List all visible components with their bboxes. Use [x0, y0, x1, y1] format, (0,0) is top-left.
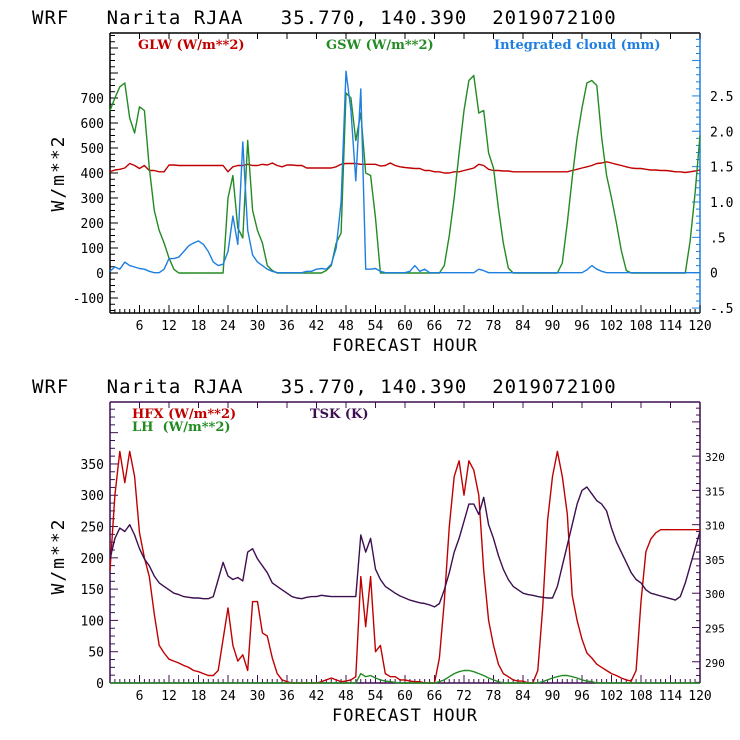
- legend-tsk: TSK (K): [310, 407, 369, 422]
- radiation-cloud-panel: WRF Narita RJAA 35.770, 140.390 20190721…: [32, 7, 733, 356]
- series-hfx-line: [109, 450, 700, 684]
- y-tick-label: 150: [81, 583, 104, 598]
- x-tick-label: 84: [515, 319, 531, 334]
- y-tick-label: 50: [88, 646, 104, 661]
- x-tick-label: 84: [515, 689, 531, 704]
- y-tick-label: 200: [81, 217, 104, 232]
- y2-tick-label: 300: [705, 588, 725, 601]
- x-tick-label: 60: [397, 689, 413, 704]
- x-tick-label: 78: [486, 689, 502, 704]
- series-tsk-line: [109, 486, 701, 608]
- y2-tick-label: 295: [705, 622, 725, 635]
- x-tick-label: 24: [220, 319, 236, 334]
- x-tick-label: 96: [574, 689, 590, 704]
- x-tick-label: 54: [368, 319, 384, 334]
- x-tick-label: 36: [279, 689, 295, 704]
- y-tick-label: 250: [81, 521, 104, 536]
- x-tick-label: 54: [368, 689, 384, 704]
- x-tick-label: 96: [574, 319, 590, 334]
- axes: 6 12 18 24 30 36 42 48 54 60 66 72 78 84 90 96 102 108 114…: [81, 401, 725, 704]
- x-tick-label: 18: [191, 689, 207, 704]
- y2-tick-label: 2.0: [710, 125, 733, 140]
- x-tick-label: 108: [629, 319, 652, 334]
- y2-tick-label: .5: [710, 231, 726, 246]
- series-integrated-line: [109, 70, 700, 274]
- x-tick-label: 78: [486, 319, 502, 334]
- x-tick-label: 48: [338, 689, 354, 704]
- y2-tick-label: 320: [705, 451, 725, 464]
- y2-tick-label: 1.5: [710, 161, 733, 176]
- axes: 6 12 18 24 30 36 42 48 54 60 66 72 78 84 90 96 102 108 114…: [73, 32, 733, 334]
- panel-title: WRF Narita RJAA 35.770, 140.390 20190721…: [32, 376, 617, 398]
- y2-tick-label: 315: [705, 485, 725, 498]
- y2-tick-label: 290: [705, 657, 725, 670]
- x-tick-label: 72: [456, 689, 472, 704]
- series-glw-line: [109, 161, 701, 174]
- x-tick-label: 6: [136, 689, 144, 704]
- flux-temperature-panel: WRF Narita RJAA 35.770, 140.390 20190721…: [32, 376, 725, 726]
- x-tick-label: 120: [688, 319, 711, 334]
- x-tick-label: 42: [309, 689, 325, 704]
- x-tick-label: 66: [427, 319, 443, 334]
- x-tick-label: 12: [161, 319, 177, 334]
- x-tick-label: 60: [397, 319, 413, 334]
- y2-tick-label: 0: [710, 267, 718, 282]
- x-tick-label: 48: [338, 319, 354, 334]
- y-tick-label: 300: [81, 192, 104, 207]
- y2-tick-label: 2.5: [710, 90, 733, 105]
- x-tick-label: 90: [545, 689, 561, 704]
- x-tick-label: 90: [545, 319, 561, 334]
- y-tick-label: 0: [96, 267, 104, 282]
- x-tick-label: 18: [191, 319, 207, 334]
- y-tick-label: 0: [96, 677, 104, 692]
- x-tick-label: 108: [629, 689, 652, 704]
- x-tick-label: 24: [220, 689, 236, 704]
- y-axis-label: W/m**2: [48, 517, 69, 594]
- x-tick-label: 72: [456, 319, 472, 334]
- legend-glw: GLW (W/m**2): [138, 38, 245, 53]
- y2-tick-label: 310: [705, 520, 725, 533]
- y-tick-label: 200: [81, 552, 104, 567]
- x-tick-label: 30: [250, 319, 266, 334]
- x-tick-label: 42: [309, 319, 325, 334]
- x-axis-label: FORECAST HOUR: [332, 706, 478, 726]
- legend-lh: LH (W/m**2): [132, 420, 231, 435]
- y-tick-label: 400: [81, 167, 104, 182]
- panel-title: WRF Narita RJAA 35.770, 140.390 20190721…: [32, 7, 617, 29]
- y2-tick-label: -.5: [710, 302, 733, 317]
- y-tick-label: 700: [81, 92, 104, 107]
- legend-gsw: GSW (W/m**2): [326, 38, 434, 53]
- y-tick-label: 350: [81, 458, 104, 473]
- x-tick-label: 12: [161, 689, 177, 704]
- y-tick-label: 500: [81, 142, 104, 157]
- y-tick-label: -100: [73, 292, 104, 307]
- series-gsw-line: [109, 74, 701, 274]
- x-tick-label: 36: [279, 319, 295, 334]
- y2-tick-label: 305: [705, 554, 725, 567]
- legend-hfx: HFX (W/m**2): [132, 407, 236, 422]
- series-lines: [109, 450, 701, 684]
- y-tick-label: 300: [81, 489, 104, 504]
- series-lh-line: [110, 669, 700, 684]
- x-tick-label: 120: [688, 689, 711, 704]
- y-tick-label: 100: [81, 242, 104, 257]
- y2-tick-label: 1.0: [710, 196, 733, 211]
- x-tick-label: 102: [600, 689, 623, 704]
- x-tick-label: 66: [427, 689, 443, 704]
- x-tick-label: 114: [659, 319, 683, 334]
- y-axis-label: W/m**2: [48, 134, 69, 211]
- x-tick-label: 6: [136, 319, 144, 334]
- y-tick-label: 600: [81, 117, 104, 132]
- x-tick-label: 114: [659, 689, 683, 704]
- x-tick-label: 30: [250, 689, 266, 704]
- legend-cloud: Integrated cloud (mm): [494, 38, 660, 53]
- x-axis-label: FORECAST HOUR: [332, 336, 478, 356]
- y-tick-label: 100: [81, 614, 104, 629]
- x-tick-label: 102: [600, 319, 623, 334]
- series-lines: [109, 70, 701, 274]
